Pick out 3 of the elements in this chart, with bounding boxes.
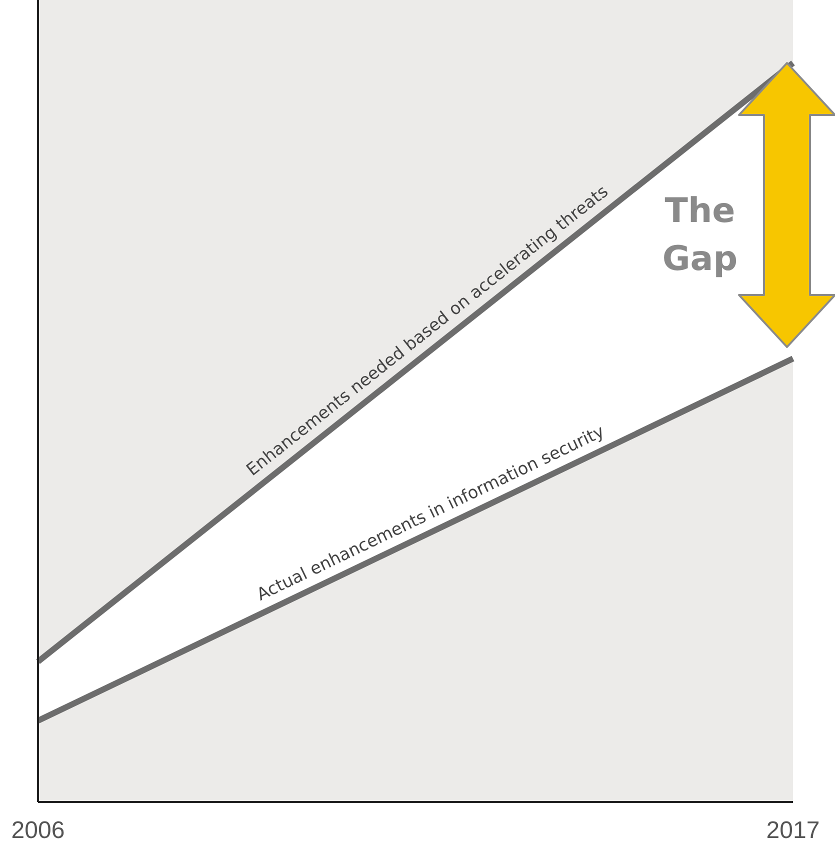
x-tick-label: 2017 [766,817,820,843]
x-tick-label: 2006 [11,817,65,843]
annotation: The Gap [662,191,738,279]
